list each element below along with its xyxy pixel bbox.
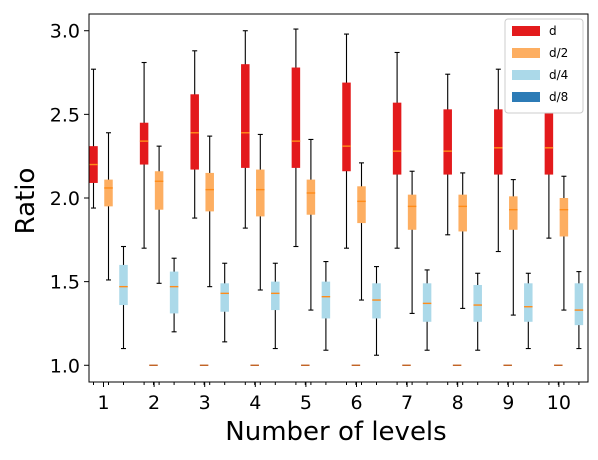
box (509, 196, 518, 230)
boxplot-d/4-4 (271, 262, 280, 350)
box (407, 194, 417, 230)
legend-box (504, 18, 584, 114)
box (544, 109, 554, 175)
boxplot-d/4-2 (169, 257, 179, 333)
legend-label-d: d (549, 24, 557, 38)
ytick-label: 1.0 (50, 355, 80, 377)
xtick-label: 5 (300, 392, 312, 414)
box (321, 281, 331, 319)
legend-label-d/2: d/2 (549, 46, 568, 60)
box (574, 283, 584, 326)
boxplot-d/2-1 (104, 132, 113, 281)
y-axis-label: Ratio (11, 168, 41, 235)
box (104, 179, 113, 207)
boxplot-d-6 (342, 33, 351, 249)
box (154, 171, 164, 210)
legend-swatch-d/2 (512, 48, 540, 58)
boxplot-d-7 (392, 51, 402, 249)
boxplot-d-8 (443, 73, 452, 236)
boxplot-d-1 (89, 68, 98, 209)
legend-label-d/8: d/8 (549, 90, 568, 104)
box (271, 281, 280, 311)
ytick-label: 3.0 (50, 21, 80, 43)
xtick-label: 6 (350, 392, 362, 414)
box (190, 94, 199, 170)
boxplot-d/4-3 (220, 262, 229, 343)
box (220, 283, 229, 312)
legend-swatch-d (512, 26, 540, 36)
box (422, 283, 432, 322)
ytick-label: 2.5 (50, 104, 80, 126)
box (559, 198, 569, 237)
legend-swatch-d/4 (512, 70, 540, 80)
legend-swatch-d/8 (512, 92, 540, 102)
boxplot-d/2-7 (407, 170, 417, 314)
boxplot-d/2-6 (357, 162, 366, 301)
boxplot-d/4-1 (119, 245, 128, 350)
legend: d d/2 d/4 d/8 (504, 18, 584, 114)
box (524, 283, 533, 322)
boxplot-d-4 (241, 30, 250, 229)
boxes-layer (89, 28, 584, 366)
xtick-label: 4 (249, 392, 261, 414)
boxplot-d/4-10 (574, 271, 584, 350)
box (139, 122, 149, 165)
box (342, 82, 351, 172)
boxplot-d-9 (494, 68, 503, 253)
box (256, 169, 265, 217)
boxplot-d/2-10 (559, 175, 569, 311)
boxplot-d/4-8 (473, 272, 482, 351)
x-axis-label: Number of levels (225, 417, 446, 447)
box (443, 109, 452, 175)
box (241, 64, 250, 168)
boxplot-d-2 (139, 61, 149, 249)
box (357, 186, 366, 224)
boxplot-d/2-2 (154, 145, 164, 284)
box (291, 67, 301, 168)
xtick-label: 2 (148, 392, 160, 414)
boxplot-d/2-5 (306, 138, 316, 311)
xtick-label: 8 (452, 392, 464, 414)
xtick-label: 1 (97, 392, 109, 414)
box (392, 102, 402, 175)
boxplot-d/2-3 (205, 135, 214, 288)
boxplot-d/4-5 (321, 261, 331, 351)
boxplot-d/2-9 (509, 179, 518, 316)
box (458, 194, 467, 232)
boxplot-d/2-8 (458, 172, 467, 309)
box (119, 264, 128, 306)
xtick-label: 7 (401, 392, 413, 414)
boxplot-d/4-9 (524, 272, 533, 350)
xtick-label: 3 (199, 392, 211, 414)
axes-layer: 1.0 1.5 2.0 2.5 3.0 1 2 3 4 5 6 7 8 9 10 (50, 13, 589, 414)
boxplot-d-5 (291, 28, 301, 248)
box (205, 172, 214, 212)
box (306, 179, 316, 215)
ytick-label: 1.5 (50, 272, 80, 294)
boxplot-d/2-4 (256, 133, 265, 291)
box (473, 284, 482, 322)
xtick-label: 9 (502, 392, 514, 414)
boxplot-d/4-7 (422, 269, 432, 351)
boxplot-d/4-6 (372, 266, 381, 356)
box (169, 271, 179, 314)
boxplot-d-3 (190, 50, 199, 219)
ytick-label: 2.0 (50, 188, 80, 210)
box (494, 109, 503, 175)
xtick-label: 10 (547, 392, 571, 414)
legend-label-d/4: d/4 (549, 68, 568, 82)
box (372, 283, 381, 319)
